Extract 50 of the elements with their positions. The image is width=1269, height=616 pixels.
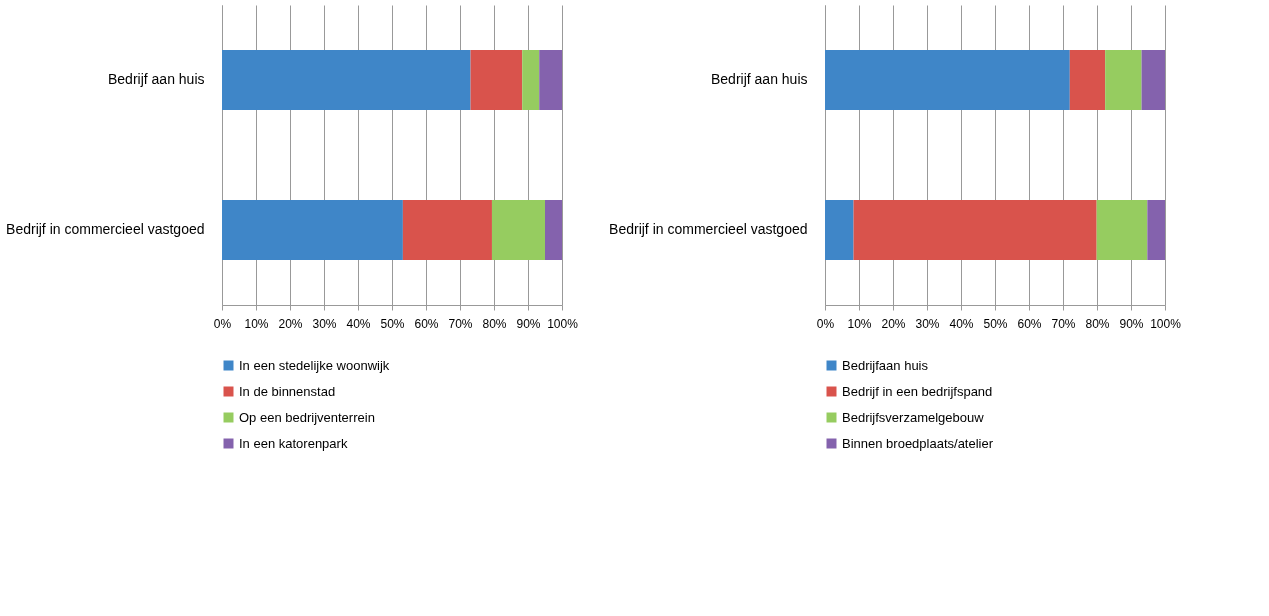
- bar: [1096, 200, 1148, 260]
- bar: [402, 200, 492, 260]
- x-tick-label: 90%: [1119, 316, 1144, 331]
- legend-label: Bedrijfsverzamelgebouw: [842, 409, 985, 425]
- x-tick-label: 40%: [346, 316, 371, 331]
- bar: [1105, 50, 1142, 110]
- y-tick-label: Bedrijf aan huis: [710, 71, 808, 87]
- legend-label: In een stedelijke woonwijk: [239, 357, 390, 373]
- y-tick-label: Bedrijf in commercieel vastgoed: [609, 221, 808, 237]
- x-tick-label: 0%: [213, 316, 232, 331]
- y-tick-label: Bedrijf in commercieel vastgoed: [6, 221, 205, 237]
- x-tick-label: 30%: [312, 316, 337, 331]
- legend-label: In een katorenpark: [239, 435, 348, 451]
- bar: [825, 200, 854, 260]
- x-tick-label: 60%: [414, 316, 439, 331]
- legend-label: In de binnenstad: [239, 383, 336, 399]
- x-tick-label: 90%: [516, 316, 541, 331]
- bar: [222, 200, 403, 260]
- bar: [853, 200, 1097, 260]
- bar: [1147, 200, 1165, 260]
- legend-label: Binnen broedplaats/atelier: [842, 435, 994, 451]
- x-tick-label: 100%: [547, 316, 579, 331]
- x-tick-label: 10%: [847, 316, 872, 331]
- bar: [825, 50, 1070, 110]
- x-tick-label: 0%: [816, 316, 835, 331]
- bar: [1069, 50, 1106, 110]
- x-tick-label: 60%: [1017, 316, 1042, 331]
- x-tick-label: 20%: [881, 316, 906, 331]
- x-tick-label: 40%: [949, 316, 974, 331]
- bar: [539, 50, 562, 110]
- x-tick-label: 50%: [983, 316, 1008, 331]
- x-tick-label: 80%: [482, 316, 507, 331]
- x-tick-label: 20%: [278, 316, 303, 331]
- y-tick-label: Bedrijf aan huis: [107, 71, 205, 87]
- bar: [491, 200, 545, 260]
- x-tick-label: 50%: [380, 316, 405, 331]
- legend-label: Bedrijf in een bedrijfspand: [842, 383, 993, 399]
- x-tick-label: 30%: [915, 316, 940, 331]
- x-tick-label: 100%: [1150, 316, 1182, 331]
- x-tick-label: 70%: [1051, 316, 1076, 331]
- bar: [222, 50, 471, 110]
- bar: [545, 200, 562, 260]
- bar: [1141, 50, 1165, 110]
- legend-label: Op een bedrijventerrein: [239, 409, 375, 425]
- x-tick-label: 70%: [448, 316, 473, 331]
- bar: [470, 50, 523, 110]
- bar: [522, 50, 540, 110]
- legend-label: Bedrijfaan huis: [842, 357, 929, 373]
- x-tick-label: 80%: [1085, 316, 1110, 331]
- x-tick-label: 10%: [244, 316, 269, 331]
